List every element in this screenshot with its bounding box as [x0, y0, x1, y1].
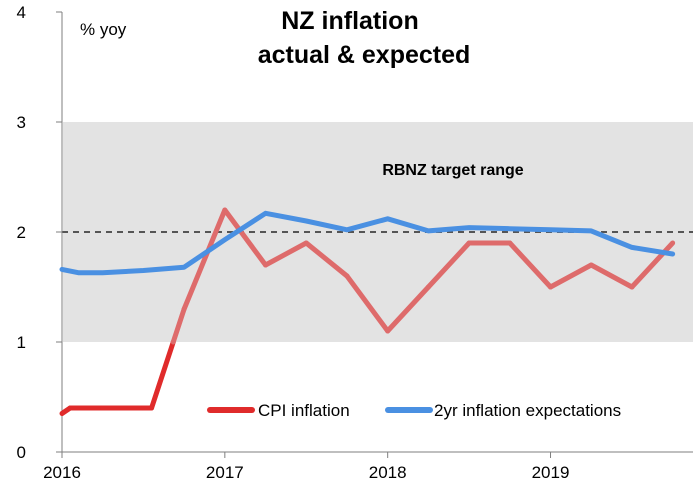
cpi-line-segment [385, 284, 431, 334]
x-tick-label: 2016 [43, 463, 81, 482]
x-tick-label: 2017 [206, 463, 244, 482]
axis-layer: 0 1 2 3 4 2016 2017 2018 2019 [17, 3, 693, 482]
cpi-line-segment [149, 339, 176, 411]
cpi-line-segment [222, 207, 269, 268]
legend-label-expectations: 2yr inflation expectations [434, 401, 621, 420]
chart-title-line-1: NZ inflation [281, 7, 418, 35]
cpi-line-segment [170, 306, 187, 345]
cpi-line-segment [588, 262, 635, 290]
cpi-line-segment [303, 240, 350, 279]
cpi-line-segment [263, 240, 309, 268]
y-tick-label: 2 [17, 223, 26, 242]
target-band-label: RBNZ target range [382, 162, 523, 179]
series-layer [59, 207, 676, 416]
legend: CPI inflation 2yr inflation expectations [207, 401, 621, 420]
cpi-line-segment [629, 240, 676, 290]
series-inflation-expectations [59, 210, 676, 276]
chart-title-line-2: actual & expected [258, 41, 471, 69]
cpi-line-segment [548, 262, 594, 290]
cpi-line-segment [507, 240, 554, 290]
series-cpi-inflation [59, 207, 676, 416]
y-tick-label: 4 [17, 3, 26, 22]
cpi-line-segment [425, 240, 472, 290]
cpi-line-segment [181, 207, 228, 312]
legend-label-cpi: CPI inflation [258, 401, 350, 420]
x-tick-label: 2019 [532, 463, 570, 482]
cpi-line-segment [344, 273, 391, 334]
y-tick-label: 3 [17, 113, 26, 132]
y-unit-label: % yoy [80, 20, 127, 39]
x-tick-label: 2018 [369, 463, 407, 482]
y-tick-label: 1 [17, 333, 26, 352]
y-tick-label: 0 [17, 443, 26, 462]
